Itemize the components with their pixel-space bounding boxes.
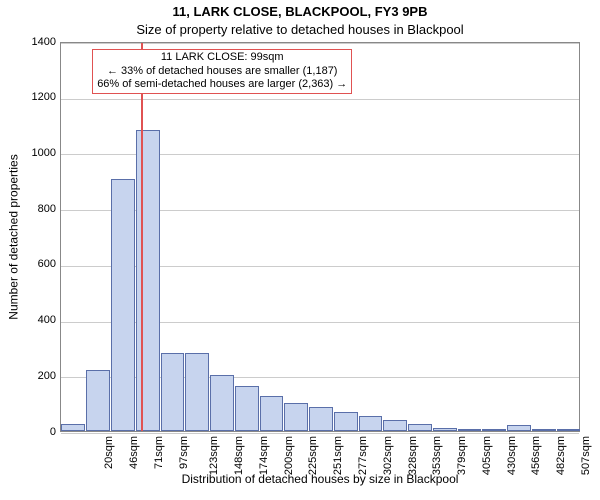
- callout-line: 66% of semi-detached houses are larger (…: [97, 78, 347, 92]
- x-tick-label: 97sqm: [178, 436, 190, 469]
- histogram-bar: [260, 396, 284, 431]
- x-tick-label: 123sqm: [209, 436, 221, 475]
- histogram-bar: [210, 375, 234, 431]
- histogram-bar: [161, 353, 185, 431]
- x-tick-label: 430sqm: [506, 436, 518, 475]
- x-axis-title: Distribution of detached houses by size …: [60, 472, 580, 486]
- x-tick-label: 482sqm: [555, 436, 567, 475]
- page-wrap: 11, LARK CLOSE, BLACKPOOL, FY3 9PB Size …: [0, 0, 600, 500]
- x-tick-label: 456sqm: [530, 436, 542, 475]
- x-tick-label: 225sqm: [308, 436, 320, 475]
- x-tick-label: 353sqm: [431, 436, 443, 475]
- histogram-bar: [408, 424, 432, 431]
- reference-marker-line: [141, 43, 143, 431]
- gridline: [61, 99, 579, 100]
- y-tick-label: 400: [6, 314, 56, 326]
- histogram-bar: [482, 429, 506, 431]
- y-axis-title-text: Number of detached properties: [7, 154, 21, 319]
- histogram-bar: [359, 416, 383, 431]
- histogram-bar: [334, 412, 358, 432]
- callout-box: 11 LARK CLOSE: 99sqm← 33% of detached ho…: [92, 49, 352, 94]
- histogram-bar: [458, 429, 482, 431]
- x-tick-label: 277sqm: [357, 436, 369, 475]
- histogram-bar: [532, 429, 556, 431]
- histogram-bar: [309, 407, 333, 431]
- histogram-bar: [284, 403, 308, 431]
- histogram-bar: [61, 424, 85, 431]
- x-tick-label: 20sqm: [103, 436, 115, 469]
- histogram-bar: [383, 420, 407, 431]
- x-tick-label: 251sqm: [332, 436, 344, 475]
- y-tick-label: 1200: [6, 91, 56, 103]
- y-tick-label: 800: [6, 203, 56, 215]
- histogram-bar: [433, 428, 457, 431]
- x-tick-label: 46sqm: [128, 436, 140, 469]
- page-title: 11, LARK CLOSE, BLACKPOOL, FY3 9PB: [0, 4, 600, 19]
- histogram-bar: [507, 425, 531, 431]
- gridline: [61, 43, 579, 44]
- x-tick-label: 302sqm: [382, 436, 394, 475]
- y-tick-label: 600: [6, 258, 56, 270]
- x-tick-label: 71sqm: [153, 436, 165, 469]
- y-tick-label: 1000: [6, 147, 56, 159]
- y-tick-label: 0: [6, 426, 56, 438]
- x-tick-label: 328sqm: [407, 436, 419, 475]
- histogram-bar: [136, 130, 160, 431]
- gridline: [61, 433, 579, 434]
- y-tick-label: 1400: [6, 36, 56, 48]
- histogram-bar: [185, 353, 209, 431]
- y-tick-label: 200: [6, 370, 56, 382]
- x-tick-label: 174sqm: [258, 436, 270, 475]
- callout-title: 11 LARK CLOSE: 99sqm: [97, 51, 347, 65]
- histogram-bar: [111, 179, 135, 431]
- chart-plot-area: 11 LARK CLOSE: 99sqm← 33% of detached ho…: [60, 42, 580, 432]
- histogram-bar: [86, 370, 110, 431]
- callout-line: ← 33% of detached houses are smaller (1,…: [97, 65, 347, 79]
- x-tick-label: 379sqm: [456, 436, 468, 475]
- page-subtitle: Size of property relative to detached ho…: [0, 22, 600, 37]
- x-tick-label: 200sqm: [283, 436, 295, 475]
- x-tick-label: 148sqm: [233, 436, 245, 475]
- histogram-bar: [235, 386, 259, 431]
- x-tick-label: 405sqm: [481, 436, 493, 475]
- histogram-bar: [557, 429, 581, 431]
- x-tick-label: 507sqm: [580, 436, 592, 475]
